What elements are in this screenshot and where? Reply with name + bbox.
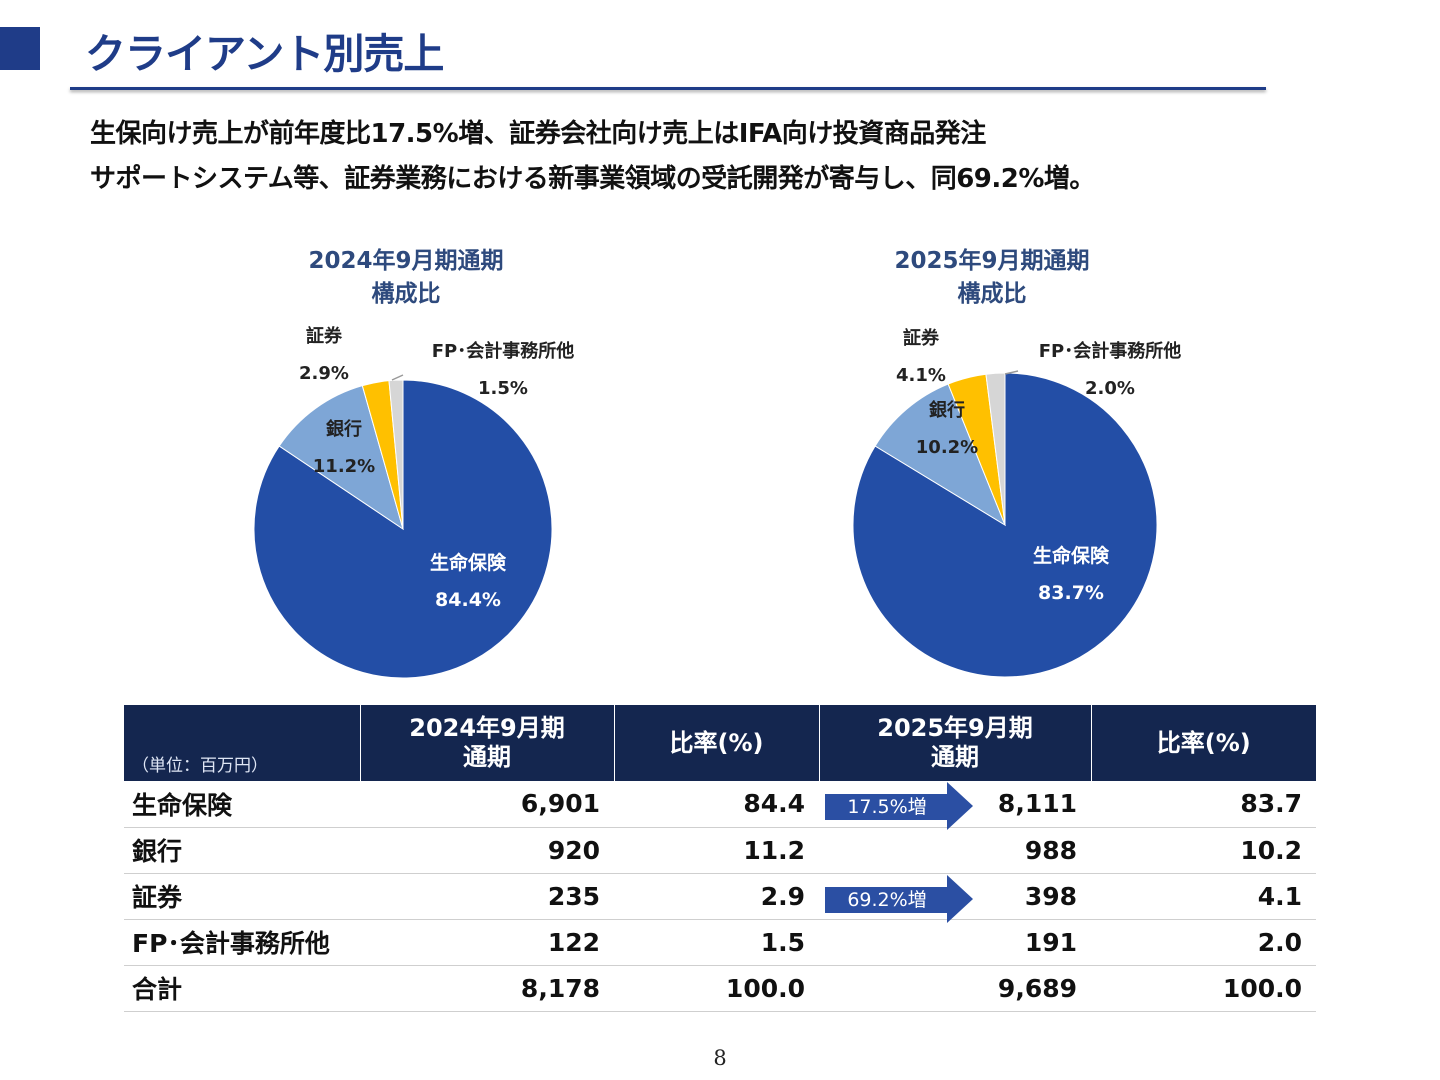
- table-row: 銀行 920 11.2 988 10.2: [124, 827, 1316, 874]
- growth-arrow-shaft: [825, 794, 949, 820]
- pie-2025-label-securities: 証券 4.1%: [871, 320, 971, 394]
- ratio-2025: 2.0: [1091, 919, 1316, 966]
- pie-2025-label-bank: 銀行 10.2%: [888, 392, 1006, 466]
- pie-2024-heading: 2024年9月期通期 構成比: [256, 245, 556, 311]
- pie-2025-subtitle: 構成比: [957, 281, 1027, 307]
- slice-value: 84.4%: [435, 589, 501, 611]
- value-2024: 235: [360, 873, 614, 920]
- slice-name: 生命保険: [1032, 545, 1109, 567]
- slice-name: 銀行: [326, 419, 362, 440]
- slice-value: 2.0%: [1085, 378, 1135, 399]
- fp-leader-line-2024: [391, 374, 404, 381]
- slice-name: 生命保険: [429, 552, 506, 574]
- header-2025-line2: 通期: [931, 743, 979, 771]
- table-header-row: （単位：百万円） 2024年9月期 通期 比率(%) 2025年9月期 通期 比…: [124, 705, 1316, 781]
- ratio-2024: 84.4: [614, 781, 819, 828]
- header-ratio-2025: 比率(%): [1091, 705, 1316, 781]
- growth-label: 17.5%増: [847, 796, 927, 818]
- pie-2025-heading: 2025年9月期通期 構成比: [842, 245, 1142, 311]
- growth-label: 69.2%増: [847, 888, 927, 911]
- row-name: FP･会計事務所他: [124, 919, 360, 966]
- value-2025: 9,689: [819, 965, 1091, 1012]
- pie-slice-fp: [985, 372, 1006, 526]
- header-2025-line1: 2025年9月期: [877, 714, 1033, 742]
- pie-2024-title: 2024年9月期通期: [308, 248, 504, 274]
- slice-value: 2.9%: [299, 363, 349, 384]
- pie-2024-label-life: 生命保険 84.4%: [408, 545, 528, 619]
- table-row: 生命保険 6,901 84.4 17.5%増 8,111 83.7: [124, 781, 1316, 830]
- pie-2024-label-fp: FP･会計事務所他 1.5%: [413, 333, 593, 407]
- row-name: 証券: [124, 873, 360, 920]
- value-2024: 122: [360, 919, 614, 966]
- row-name: 生命保険: [124, 781, 360, 828]
- growth-arrow-head: [947, 874, 973, 923]
- title-divider: [70, 87, 1266, 90]
- header-2025: 2025年9月期 通期: [819, 705, 1092, 781]
- ratio-2024: 1.5: [614, 919, 819, 966]
- header-2024-line1: 2024年9月期: [409, 714, 565, 742]
- ratio-2025: 83.7: [1091, 781, 1316, 828]
- slice-name: 証券: [306, 326, 342, 347]
- fp-leader-line-2025: [1004, 370, 1019, 375]
- slice-name: FP･会計事務所他: [1038, 341, 1182, 362]
- table-row-total: 合計 8,178 100.0 9,689 100.0: [124, 965, 1316, 1012]
- value-2025-text: 8,111: [997, 789, 1077, 819]
- slice-value: 83.7%: [1038, 582, 1104, 604]
- slice-value: 4.1%: [896, 365, 946, 386]
- value-2025: 988: [819, 827, 1091, 874]
- pie-2025-title: 2025年9月期通期: [894, 248, 1090, 274]
- growth-arrow: 69.2%増: [825, 874, 975, 924]
- header-ratio-2024: 比率(%): [614, 705, 820, 781]
- value-2025: 191: [819, 919, 1091, 966]
- summary-line-2: サポートシステム等、証券業務における新事業領域の受託開発が寄与し、同69.2%増…: [90, 164, 1095, 194]
- slice-value: 10.2%: [915, 437, 979, 458]
- ratio-2024: 11.2: [614, 827, 819, 874]
- row-name: 銀行: [124, 827, 360, 874]
- pie-2025-label-fp: FP･会計事務所他 2.0%: [1020, 333, 1200, 407]
- pie-slice-life: [852, 372, 1158, 678]
- growth-arrow-shaft: [825, 886, 949, 913]
- ratio-2025: 4.1: [1091, 873, 1316, 920]
- slice-value: 1.5%: [478, 378, 528, 399]
- ratio-2024: 100.0: [614, 965, 819, 1012]
- pie-chart-2025: [852, 372, 1158, 678]
- header-2024-line2: 通期: [463, 743, 511, 771]
- value-2024: 6,901: [360, 781, 614, 828]
- page-title: クライアント別売上: [85, 30, 444, 78]
- page-number: 8: [713, 1046, 727, 1070]
- ratio-2025: 100.0: [1091, 965, 1316, 1012]
- growth-arrow-head: [947, 782, 973, 830]
- growth-arrow: 17.5%増: [825, 782, 975, 831]
- ratio-2024: 2.9: [614, 873, 819, 920]
- pie-2024-label-bank: 銀行 11.2%: [285, 411, 403, 485]
- title-marker: [0, 27, 40, 70]
- slice-name: 銀行: [929, 400, 965, 421]
- pie-2025-label-life: 生命保険 83.7%: [1011, 538, 1131, 612]
- value-2025-text: 398: [1024, 881, 1077, 911]
- value-2024: 8,178: [360, 965, 614, 1012]
- value-2024: 920: [360, 827, 614, 874]
- ratio-2025: 10.2: [1091, 827, 1316, 874]
- sales-table: （単位：百万円） 2024年9月期 通期 比率(%) 2025年9月期 通期 比…: [124, 705, 1316, 1012]
- pie-slice-fp: [388, 379, 404, 530]
- summary-line-1: 生保向け売上が前年度比17.5%増、証券会社向け売上はIFA向け投資商品発注: [90, 119, 986, 149]
- value-2025: 17.5%増 8,111: [819, 781, 1091, 830]
- value-2025: 69.2%増 398: [819, 873, 1091, 923]
- slice-name: FP･会計事務所他: [431, 341, 575, 362]
- row-name: 合計: [124, 965, 360, 1012]
- slice-name: 証券: [903, 328, 939, 349]
- pie-slice-bank: [874, 383, 1007, 527]
- pie-2024-subtitle: 構成比: [371, 281, 441, 307]
- slice-value: 11.2%: [312, 456, 376, 477]
- unit-label: （単位：百万円）: [124, 705, 361, 781]
- table-row: FP･会計事務所他 122 1.5 191 2.0: [124, 919, 1316, 966]
- pie-chart-2024: [253, 379, 553, 679]
- header-2024: 2024年9月期 通期: [360, 705, 615, 781]
- table-row: 証券 235 2.9 69.2%増 398 4.1: [124, 873, 1316, 923]
- pie-2024-label-securities: 証券 2.9%: [274, 318, 374, 392]
